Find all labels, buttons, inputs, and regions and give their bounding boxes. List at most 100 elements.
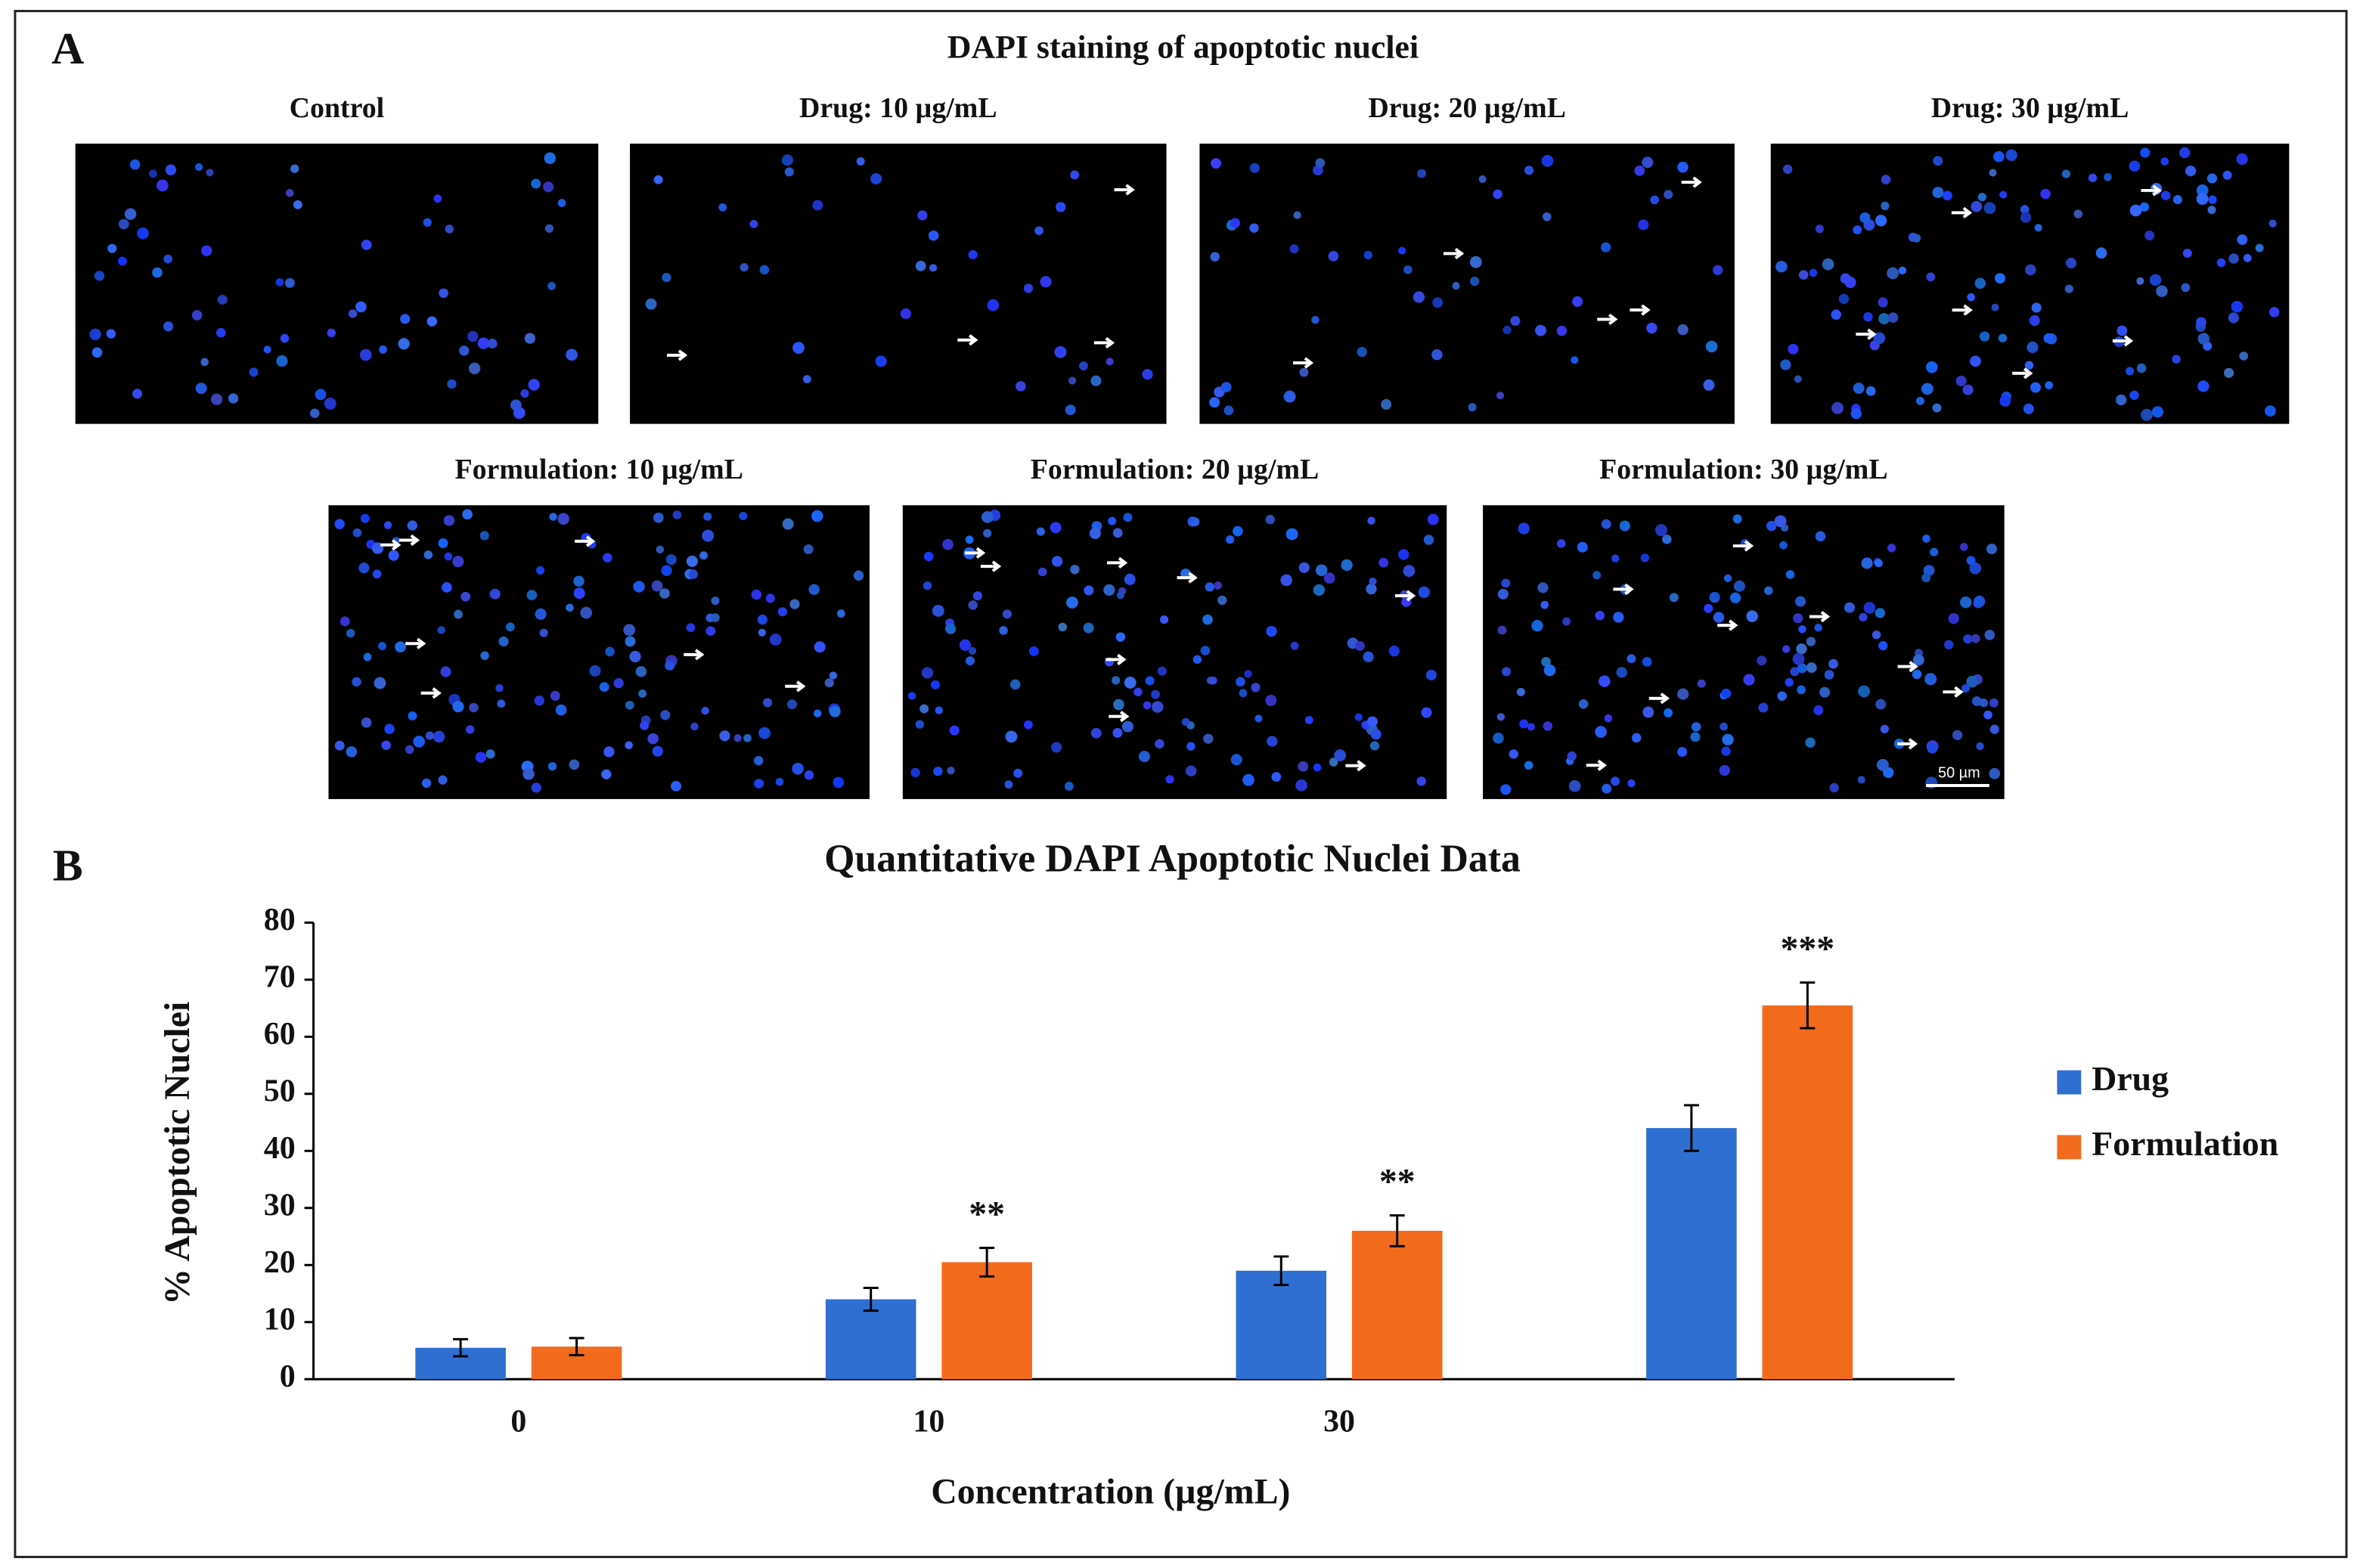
nucleus: [1388, 646, 1400, 657]
nucleus: [1236, 677, 1245, 687]
nucleus: [907, 692, 916, 700]
nucleus: [1113, 699, 1124, 711]
nucleus: [1979, 331, 1990, 342]
nucleus: [1719, 764, 1730, 776]
nucleus: [1418, 586, 1431, 599]
nucleus: [2197, 333, 2210, 345]
nucleus: [1357, 346, 1367, 358]
nucleus: [1112, 676, 1121, 685]
nucleus: [1283, 390, 1296, 403]
nucleus: [1822, 258, 1834, 271]
nucleus: [1785, 677, 1794, 687]
arrow: [1443, 247, 1465, 259]
nucleus: [1704, 603, 1713, 613]
nucleus: [1995, 273, 2005, 284]
nucleus: [1381, 398, 1392, 410]
nucleus: [751, 589, 762, 600]
nucleus: [1677, 161, 1689, 173]
nucleus: [2197, 380, 2209, 392]
nucleus: [803, 544, 814, 555]
nucleus: [763, 698, 773, 708]
nucleus: [2151, 406, 2163, 418]
nucleus: [1005, 730, 1018, 743]
nucleus: [1311, 315, 1319, 324]
nucleus: [1510, 315, 1521, 326]
bar: [825, 1299, 916, 1380]
nucleus: [423, 218, 432, 227]
nucleus: [933, 767, 943, 776]
nucleus: [1613, 612, 1624, 623]
nucleus: [786, 699, 797, 710]
nucleus: [1638, 219, 1649, 231]
nucleus: [711, 597, 720, 606]
nucleus: [1106, 358, 1114, 366]
nucleus: [1677, 688, 1689, 700]
nucleus: [755, 779, 764, 788]
nucleus: [711, 613, 720, 622]
nucleus: [1516, 687, 1525, 696]
nucleus: [1878, 313, 1890, 324]
nucleus: [2061, 169, 2070, 178]
nucleus: [1634, 166, 1645, 176]
nucleus: [372, 569, 382, 579]
nucleus: [1315, 564, 1328, 576]
image-label: Formulation: 20 µg/mL: [1031, 454, 1319, 485]
nucleus: [2222, 170, 2232, 180]
nucleus: [285, 188, 294, 197]
nucleus: [1976, 742, 1984, 751]
nucleus: [699, 551, 708, 560]
nucleus: [2160, 191, 2171, 200]
nucleus: [1780, 359, 1791, 370]
nucleus: [1151, 689, 1160, 699]
nucleus: [2023, 403, 2034, 414]
nucleus: [1493, 189, 1502, 200]
nucleus: [1009, 679, 1021, 690]
nucleus: [2144, 230, 2155, 241]
nucleus: [625, 636, 636, 647]
nucleus: [1211, 158, 1222, 169]
nucleus: [1723, 574, 1732, 582]
nucleus: [829, 671, 837, 680]
nucleus: [1403, 565, 1416, 578]
nucleus: [1989, 698, 1999, 708]
nucleus: [1369, 741, 1380, 751]
nucleus: [653, 175, 663, 184]
nucleus: [555, 704, 567, 716]
nucleus: [718, 203, 727, 212]
nucleus: [1065, 404, 1076, 416]
y-tick-label: 20: [264, 1245, 296, 1280]
nucleus: [1592, 571, 1602, 580]
nucleus: [1056, 202, 1066, 212]
nucleus: [2196, 184, 2209, 197]
nucleus: [625, 700, 634, 710]
nucleus: [758, 628, 766, 637]
nucleus: [438, 538, 448, 549]
legend-label: Drug: [2092, 1059, 2169, 1098]
nucleus: [2228, 312, 2240, 324]
nucleus: [324, 397, 336, 410]
nucleus: [589, 665, 601, 677]
nucleus: [702, 529, 715, 542]
nucleus: [1853, 383, 1865, 394]
nucleus: [2034, 224, 2042, 232]
y-tick-label: 30: [264, 1188, 296, 1222]
nucleus: [443, 515, 455, 526]
arrow: [1681, 176, 1702, 188]
nucleus: [550, 690, 560, 701]
nucleus: [1691, 722, 1701, 732]
nucleus: [1989, 169, 1997, 177]
nucleus: [2020, 212, 2032, 223]
significance-label: **: [1379, 1162, 1416, 1202]
nucleus: [547, 282, 556, 290]
nucleus: [359, 349, 372, 361]
nucleus: [1084, 585, 1094, 596]
nucleus: [1133, 687, 1143, 696]
nucleus: [1792, 652, 1805, 665]
nucleus: [510, 399, 522, 411]
nucleus: [759, 265, 770, 275]
nucleus: [1568, 779, 1581, 792]
nucleus: [1595, 726, 1607, 738]
arrow: [1093, 336, 1115, 349]
nucleus: [1959, 543, 1968, 551]
y-tick-label: 50: [264, 1074, 296, 1108]
